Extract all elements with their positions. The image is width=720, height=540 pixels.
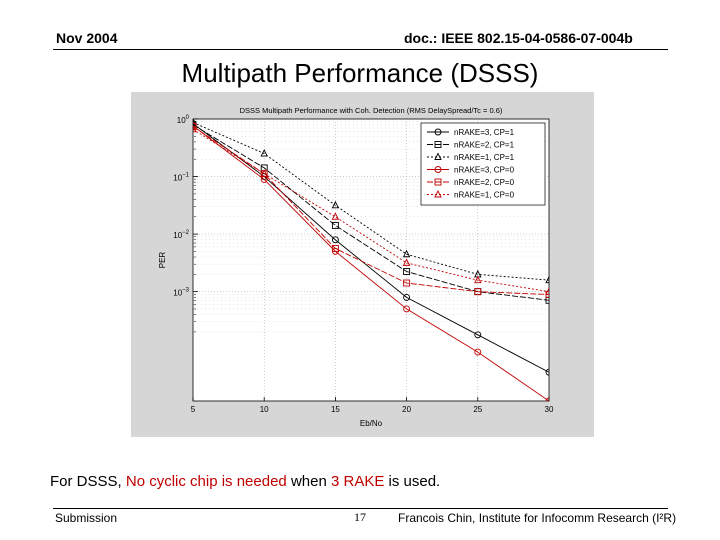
footer-divider (53, 508, 668, 509)
series-line (193, 128, 549, 293)
legend: nRAKE=3, CP=1 nRAKE=2, CP=1 nRAKE=1, CP=1 n… (420, 122, 546, 206)
footer-author: Francois Chin, Institute for Infocomm Re… (398, 511, 677, 525)
data-point (260, 169, 268, 177)
x-tick-label: 30 (545, 405, 554, 414)
legend-label: nRAKE=2, CP=0 (454, 178, 515, 187)
data-point (402, 258, 411, 266)
chart-title: DSSS Multipath Performance with Coh. Det… (240, 106, 503, 115)
data-point (545, 275, 549, 284)
legend-label: nRAKE=3, CP=1 (454, 128, 515, 137)
series-line (193, 125, 549, 401)
caption: For DSSS, No cyclic chip is needed when … (50, 473, 440, 490)
legend-marker (434, 178, 442, 186)
data-point (193, 119, 197, 126)
data-point (545, 368, 549, 376)
series-line (193, 126, 549, 295)
data-point (403, 305, 411, 313)
series-line (193, 122, 549, 281)
data-point (331, 212, 340, 220)
header-date: Nov 2004 (56, 30, 118, 46)
legend-label: nRAKE=1, CP=0 (454, 191, 515, 200)
legend-marker (434, 152, 442, 160)
caption-highlight-no-cyclic-chip: No cyclic chip is needed (125, 473, 287, 490)
data-point (193, 123, 197, 130)
x-tick-label: 20 (402, 405, 411, 414)
caption-highlight-3-rake: 3 RAKE (330, 473, 385, 490)
per-chart: 5 10 15 20 25 30 100 10−1 10−2 10−3 DSSS Multipath… (158, 106, 554, 428)
footer-submission: Submission (55, 511, 118, 525)
data-point (331, 245, 339, 252)
data-point (403, 268, 411, 275)
data-point (474, 348, 482, 356)
legend-marker (434, 128, 442, 136)
data-point (474, 275, 482, 284)
data-point (260, 149, 268, 157)
series-6 (193, 124, 549, 295)
data-point (474, 288, 482, 296)
legend-marker (434, 141, 442, 148)
y-axis-label: PER (158, 252, 167, 269)
legend-marker (434, 189, 442, 198)
data-point (403, 293, 411, 301)
x-tick-label: 10 (260, 405, 269, 414)
x-axis-label: Eb/No (360, 419, 383, 428)
series-line (193, 124, 549, 301)
y-tick-label: 10−2 (173, 230, 189, 240)
y-tick-label: 100 (177, 115, 190, 125)
legend-label: nRAKE=1, CP=1 (454, 153, 515, 162)
x-tick-label: 25 (473, 405, 482, 414)
data-point (331, 222, 339, 229)
x-tick-label: 15 (331, 405, 340, 414)
data-point (545, 296, 549, 304)
caption-part-5: is used. (384, 473, 441, 490)
header-doc-id: doc.: IEEE 802.15-04-0586-07-004b (404, 30, 633, 46)
header-divider (53, 49, 668, 50)
data-point (331, 200, 340, 209)
data-point (474, 331, 482, 339)
legend-label: nRAKE=3, CP=0 (454, 166, 515, 175)
series-line (193, 123, 549, 373)
footer-page-number: 17 (354, 510, 366, 524)
x-tick-label: 5 (191, 405, 196, 414)
caption-part-3: when (286, 473, 331, 490)
data-point (331, 236, 339, 244)
legend-box (420, 122, 546, 206)
legend-label: nRAKE=2, CP=1 (454, 141, 515, 150)
y-tick-label: 10−1 (173, 173, 189, 183)
y-tick-label: 10−3 (173, 288, 189, 298)
data-point (193, 124, 197, 133)
legend-marker (434, 166, 442, 173)
data-point (545, 287, 549, 295)
caption-part-1: For DSSS, (50, 473, 126, 490)
data-point (403, 279, 411, 287)
slide-title: Multipath Performance (DSSS) (181, 58, 539, 88)
data-point (402, 249, 411, 258)
